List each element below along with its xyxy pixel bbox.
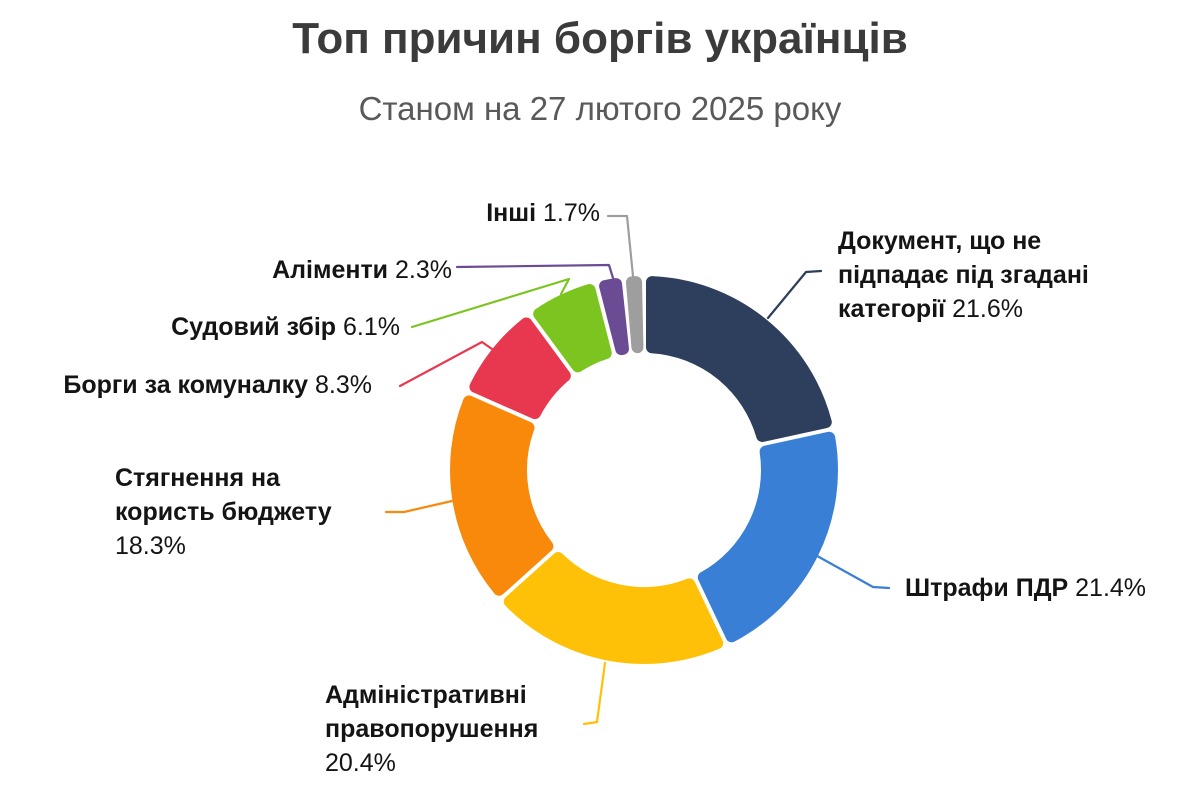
donut-slice-alimony (599, 278, 629, 356)
leader-line-utility-debts (398, 340, 494, 388)
donut-slice-uncategorized-document (645, 276, 832, 443)
chart-title: Топ причин боргів українців (292, 14, 908, 63)
leader-line-alimony (455, 263, 615, 280)
donut-slice-other (625, 276, 644, 354)
leader-line-uncategorized-document (766, 269, 823, 320)
leader-line-traffic-fines (808, 550, 891, 590)
leader-line-budget-collections (384, 499, 454, 514)
leader-line-other (606, 214, 635, 278)
leader-line-administrative-offenses (582, 661, 607, 726)
donut-slice-utility-debts (469, 317, 571, 420)
leader-line-court-fee (410, 277, 571, 329)
donut-slice-traffic-fines (697, 431, 838, 643)
donut-slice-court-fee (533, 284, 612, 373)
donut-slice-administrative-offenses (503, 552, 724, 664)
donut-slice-budget-collections (450, 395, 554, 596)
chart-subtitle: Станом на 27 лютого 2025 року (358, 90, 842, 127)
